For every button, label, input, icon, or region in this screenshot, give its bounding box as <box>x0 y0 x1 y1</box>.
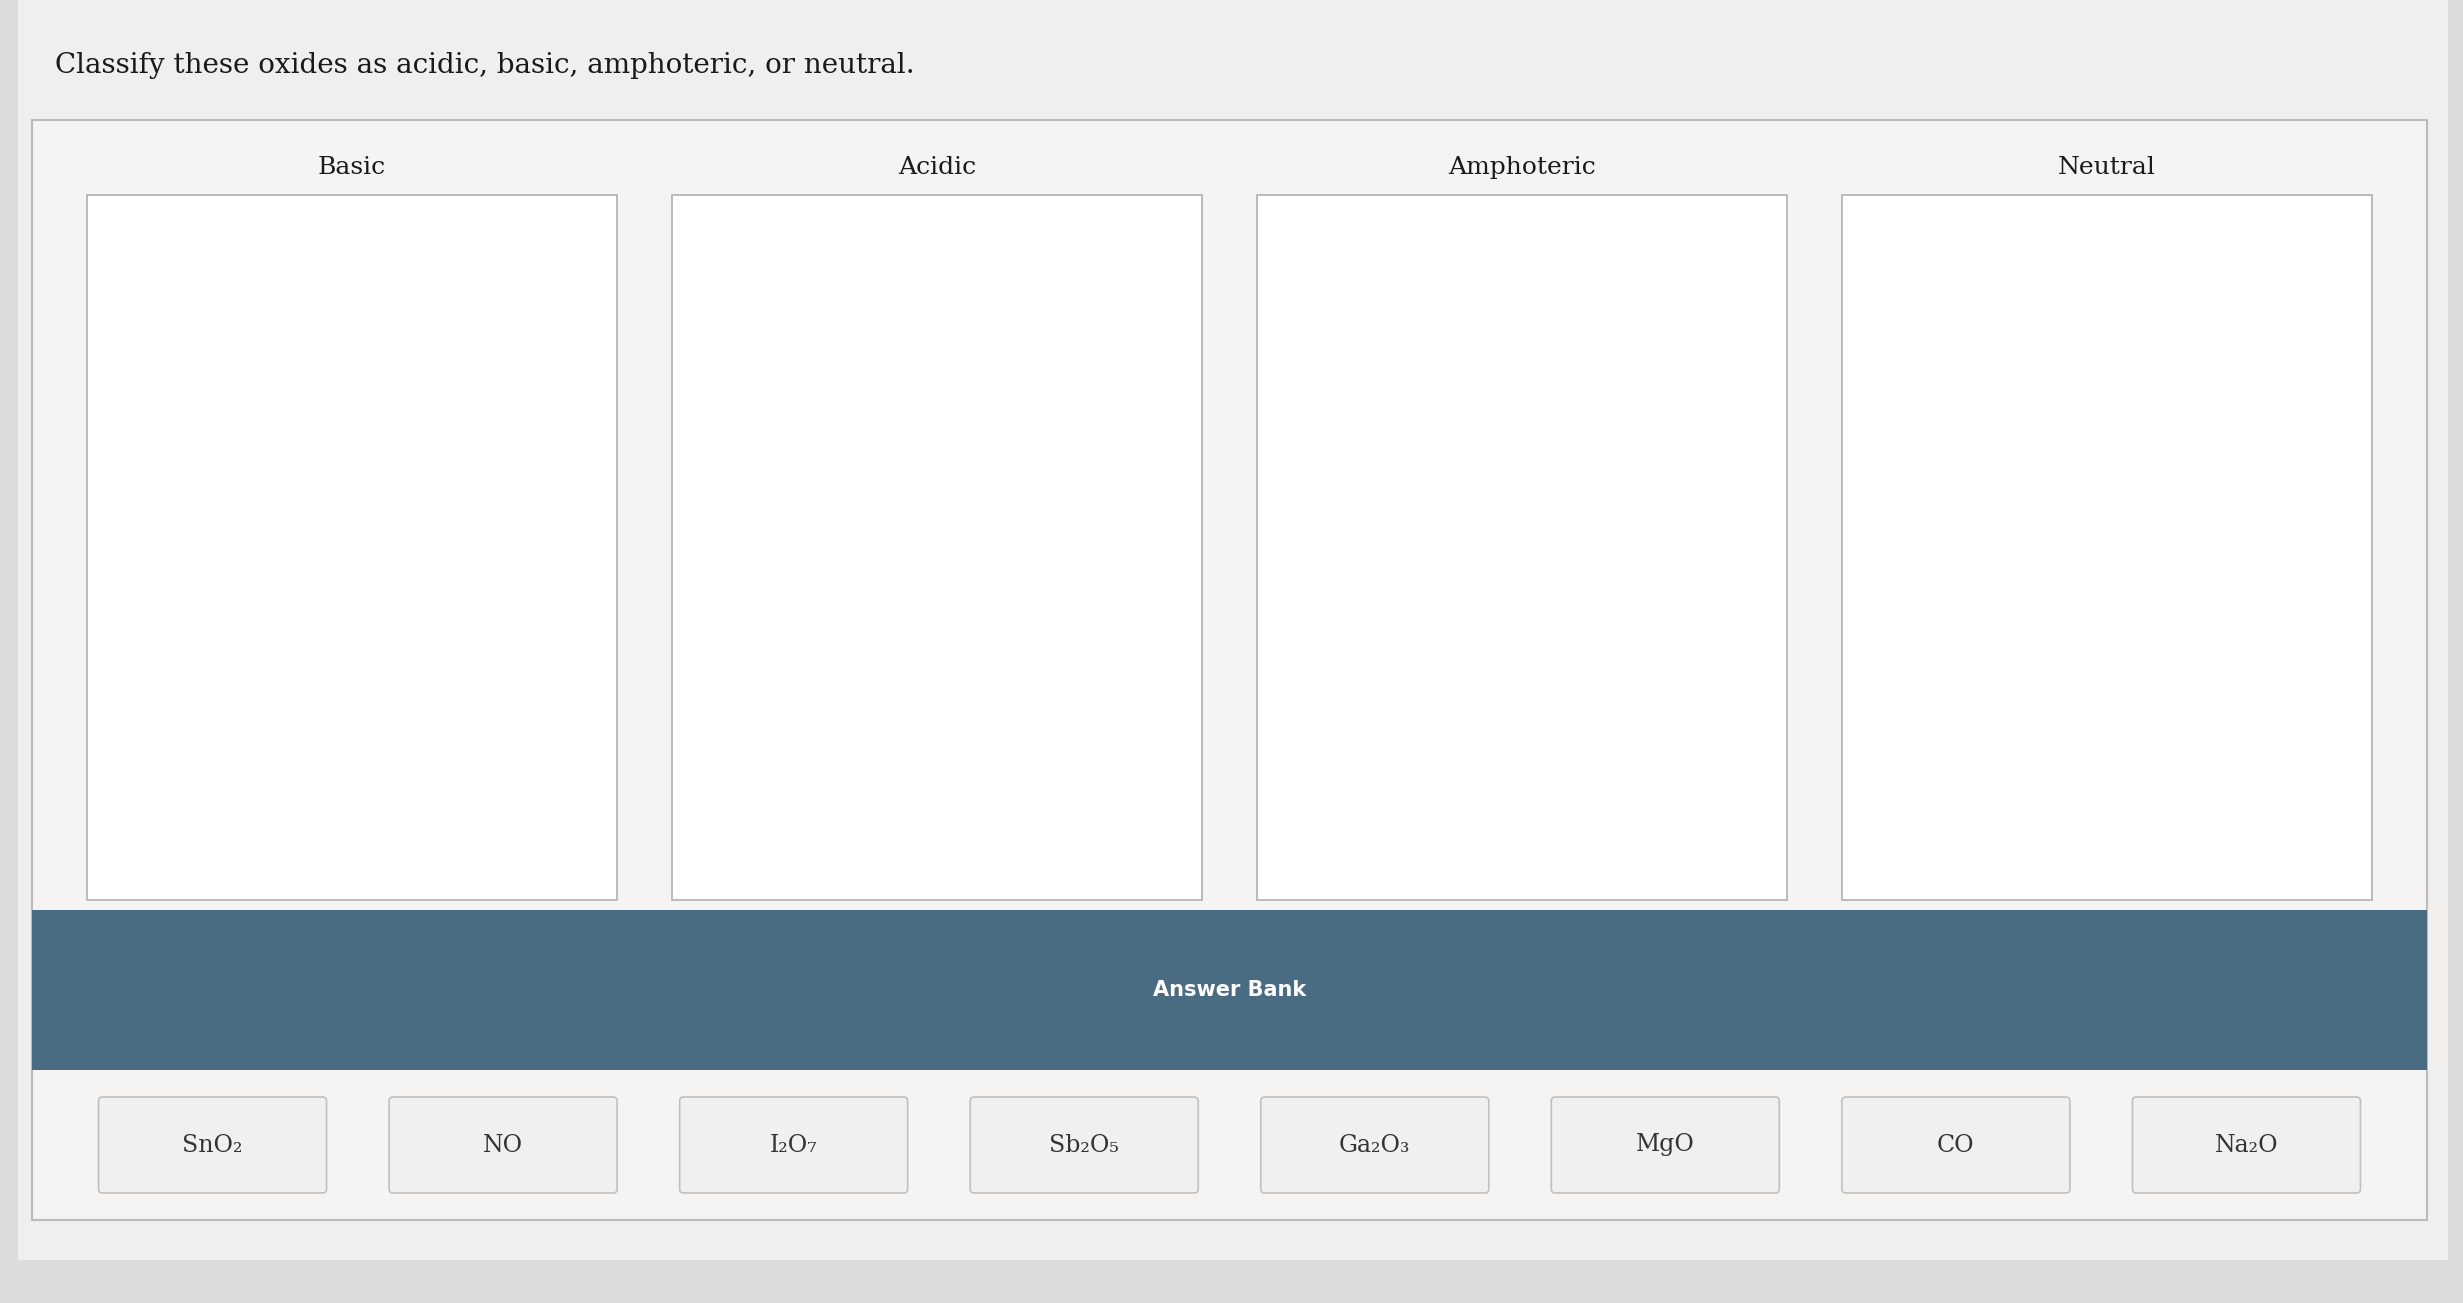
Text: Classify these oxides as acidic, basic, amphoteric, or neutral.: Classify these oxides as acidic, basic, … <box>54 52 914 79</box>
FancyBboxPatch shape <box>1261 1097 1488 1194</box>
Text: Answer Bank: Answer Bank <box>1153 980 1305 999</box>
Text: CO: CO <box>1936 1134 1975 1157</box>
FancyBboxPatch shape <box>389 1097 618 1194</box>
FancyBboxPatch shape <box>970 1097 1197 1194</box>
Text: SnO₂: SnO₂ <box>182 1134 244 1157</box>
Bar <box>86 195 618 900</box>
FancyBboxPatch shape <box>1552 1097 1778 1194</box>
Text: NO: NO <box>483 1134 522 1157</box>
Text: Neutral: Neutral <box>2059 156 2155 179</box>
Text: Acidic: Acidic <box>899 156 975 179</box>
Text: Ga₂O₃: Ga₂O₃ <box>1340 1134 1411 1157</box>
Text: I₂O₇: I₂O₇ <box>771 1134 818 1157</box>
Text: MgO: MgO <box>1635 1134 1695 1157</box>
Text: Amphoteric: Amphoteric <box>1448 156 1596 179</box>
FancyBboxPatch shape <box>680 1097 909 1194</box>
FancyBboxPatch shape <box>99 1097 328 1194</box>
Text: Basic: Basic <box>318 156 387 179</box>
FancyBboxPatch shape <box>2133 1097 2360 1194</box>
Bar <box>672 195 1202 900</box>
FancyBboxPatch shape <box>1842 1097 2069 1194</box>
Bar <box>32 120 2426 1220</box>
Text: Na₂O: Na₂O <box>2214 1134 2278 1157</box>
Bar <box>32 909 2426 1070</box>
Bar <box>1256 195 1788 900</box>
Bar <box>1842 195 2372 900</box>
Text: Sb₂O₅: Sb₂O₅ <box>1049 1134 1118 1157</box>
